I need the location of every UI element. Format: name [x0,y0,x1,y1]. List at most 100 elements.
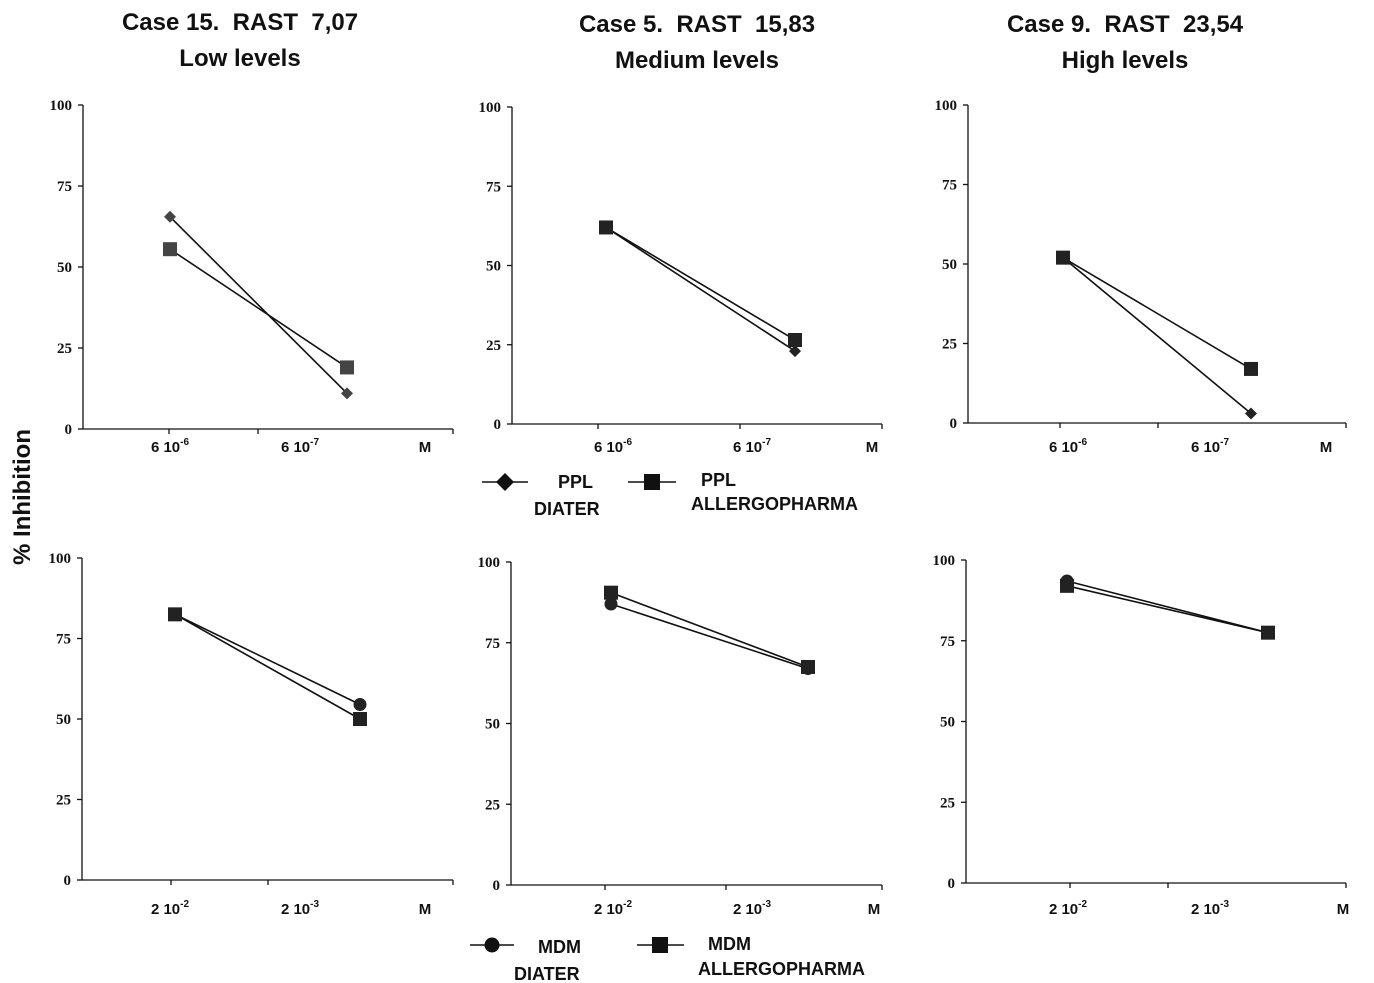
y-tick-label: 100 [478,555,501,571]
legend-circle-marker [484,937,500,953]
y-tick-label: 75 [485,636,500,652]
y-tick-label: 0 [65,422,73,438]
chart-panel-4: 0 25 50 75 100 2 10-2 2 10-3 M [49,551,454,918]
y-tick-label: 75 [56,632,71,648]
x-tick-label: 2 10-3 [733,899,772,918]
chart-panel-6: 0 25 50 75 100 2 10-2 2 10-3 M [933,553,1350,918]
data-point-circle [353,698,367,712]
legend-entry: MDM DIATER [470,937,581,983]
series-line-circle [174,613,361,706]
x-tick-label: M [866,439,879,456]
chart-title: Case 5. RAST 15,83 [579,11,815,38]
chart-subtitle: Medium levels [615,47,779,74]
legend-label-line1: PPL [701,470,736,490]
y-tick-label: 25 [942,337,957,353]
x-tick-label: 6 10-7 [733,437,772,456]
x-tick-label: 2 10-2 [151,899,190,918]
y-tick-label: 0 [950,416,958,432]
data-point-square [1244,361,1258,376]
chart-panel-5: 0 25 50 75 100 2 10-2 2 10-3 M [478,555,883,918]
data-point-square [1261,625,1275,640]
legend-diamond-marker [496,473,514,491]
x-tick-label: M [419,439,432,456]
data-point-square [340,360,354,375]
series-line-square [1066,585,1269,634]
y-tick-label: 100 [479,100,502,116]
legend-label-line1: PPL [558,472,593,492]
legend-entry: PPL DIATER [482,472,600,519]
x-tick-label: 6 10-7 [1191,437,1230,456]
series-line-square [610,591,809,668]
y-tick-label: 50 [942,257,957,273]
chart-subtitle: Low levels [179,45,300,72]
legend-row-2: MDM DIATER MDM ALLERGOPHARMA [470,934,865,983]
data-point-square [604,585,618,600]
legend-entry: MDM ALLERGOPHARMA [637,934,865,979]
chart-title: Case 9. RAST 23,54 [1007,11,1244,38]
y-tick-label: 75 [940,634,955,650]
y-tick-label: 25 [940,795,955,811]
series-line-diamond [605,226,796,352]
x-tick-label: M [1337,901,1350,918]
legend-entry: PPL ALLERGOPHARMA [628,470,858,514]
y-tick-label: 25 [56,793,71,809]
series-line-square [605,226,796,341]
y-tick-label: 25 [57,341,72,357]
legend-row-1: PPL DIATER PPL ALLERGOPHARMA [482,470,858,519]
x-tick-label: M [868,901,881,918]
chart-panel-2: Case 5. RAST 15,83 Medium levels 0 25 50 75 10… [479,11,883,456]
y-tick-label: 75 [486,179,501,195]
x-tick-label: 2 10-2 [594,899,633,918]
series-line-circle [610,603,809,670]
y-tick-label: 75 [942,178,957,194]
legend-label-line2: ALLERGOPHARMA [691,494,858,514]
legend-label-line2: DIATER [534,499,600,519]
y-tick-label: 50 [486,259,501,275]
data-point-diamond [1245,407,1257,420]
y-tick-label: 0 [948,876,956,892]
series-line-square [169,248,348,369]
series-line-square [174,613,361,720]
x-tick-label: 2 10-3 [1191,899,1230,918]
y-tick-label: 25 [486,338,501,354]
x-tick-label: 6 10-6 [151,437,190,456]
series-line-diamond [1062,257,1252,415]
x-tick-label: M [1320,439,1333,456]
chart-title: Case 15. RAST 7,07 [122,9,358,36]
legend-label-line1: MDM [538,937,581,957]
x-tick-label: 2 10-2 [1049,899,1088,918]
chart-subtitle: High levels [1062,47,1189,74]
x-tick-label: 2 10-3 [281,899,320,918]
data-point-square [353,712,367,726]
data-point-square [163,242,177,257]
data-point-circle [604,597,618,611]
chart-panel-1: Case 15. RAST 7,07 Low levels 0 25 50 75 100 6 … [50,9,454,456]
y-tick-label: 0 [64,873,72,889]
y-tick-label: 100 [935,98,958,114]
series-line-square [1062,256,1252,370]
y-tick-label: 50 [485,717,500,733]
data-point-square [1060,578,1074,593]
x-tick-label: M [419,901,432,918]
y-tick-label: 75 [57,179,72,195]
y-axis-label: % Inhibition [9,429,36,565]
data-point-square [801,659,815,674]
x-tick-label: 6 10-6 [1049,437,1088,456]
y-tick-label: 0 [493,878,501,894]
data-point-diamond [341,387,353,400]
y-tick-label: 50 [940,715,955,731]
y-tick-label: 50 [56,712,71,728]
x-tick-label: 6 10-6 [594,437,633,456]
x-tick-label: 6 10-7 [281,437,320,456]
data-point-diamond [789,345,801,358]
y-tick-label: 100 [49,551,72,567]
y-tick-label: 100 [933,553,956,569]
data-point-square [599,220,613,235]
y-tick-label: 50 [57,260,72,276]
y-tick-label: 25 [485,797,500,813]
legend-square-marker [652,937,668,953]
data-point-square [168,607,182,622]
data-point-square [1056,250,1070,265]
y-tick-label: 0 [494,417,502,433]
